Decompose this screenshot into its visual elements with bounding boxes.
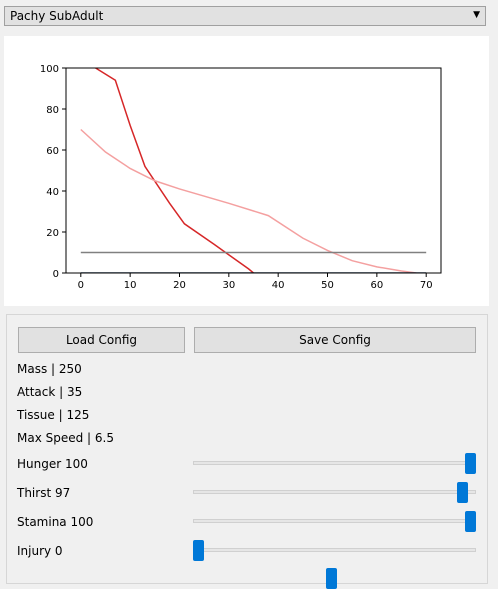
y-tick-label-40: 40: [46, 187, 59, 198]
series-line-0: [95, 68, 254, 273]
stamina-label: Stamina 100: [17, 515, 94, 529]
hunger-label: Hunger 100: [17, 457, 88, 471]
dropdown-selected-value: Pachy SubAdult: [10, 9, 104, 23]
y-tick-label-100: 100: [40, 64, 59, 75]
chart-panel: 0 10 20 30 40 50 60 70 0 20 40 60 80 100: [4, 36, 489, 306]
x-tick-label-60: 60: [370, 280, 383, 291]
save-config-button[interactable]: Save Config: [194, 327, 476, 353]
hunger-slider-thumb[interactable]: [465, 453, 476, 474]
x-tick-label-0: 0: [78, 280, 84, 291]
thirst-slider-thumb[interactable]: [456, 482, 468, 503]
x-tick-label-50: 50: [321, 280, 334, 291]
plot-frame: [65, 67, 442, 274]
next-slider-thumb[interactable]: [326, 568, 338, 589]
x-tick-label-70: 70: [420, 280, 433, 291]
stat-attack: Attack | 35: [17, 385, 83, 399]
y-tick-label-60: 60: [46, 146, 59, 157]
config-panel: Load Config Save Config: [6, 314, 488, 584]
stat-tissue: Tissue | 125: [17, 408, 90, 422]
series-line-1: [80, 128, 417, 273]
stamina-slider-track[interactable]: [193, 519, 476, 523]
triangle-down-icon[interactable]: ▼: [473, 10, 480, 20]
hunger-slider-track[interactable]: [193, 461, 476, 465]
profile-dropdown[interactable]: Pachy SubAdult ▼: [4, 6, 486, 26]
x-tick-label-30: 30: [222, 280, 235, 291]
x-tick-label-10: 10: [124, 280, 137, 291]
load-config-button[interactable]: Load Config: [18, 327, 185, 353]
injury-slider-thumb[interactable]: [193, 540, 204, 561]
stat-mass: Mass | 250: [17, 362, 82, 376]
x-tick-label-40: 40: [272, 280, 285, 291]
y-tick-label-20: 20: [46, 228, 59, 239]
thirst-slider-track[interactable]: [193, 490, 476, 494]
x-tick-label-20: 20: [173, 280, 186, 291]
thirst-label: Thirst 97: [17, 486, 71, 500]
injury-label: Injury 0: [17, 544, 63, 558]
injury-slider-track[interactable]: [193, 548, 476, 552]
stamina-slider-thumb[interactable]: [465, 511, 476, 532]
stat-max-speed: Max Speed | 6.5: [17, 431, 114, 445]
y-tick-label-80: 80: [46, 105, 59, 116]
line-chart: 0 10 20 30 40 50 60 70 0 20 40 60 80 100: [40, 64, 442, 291]
y-tick-label-0: 0: [53, 269, 59, 280]
